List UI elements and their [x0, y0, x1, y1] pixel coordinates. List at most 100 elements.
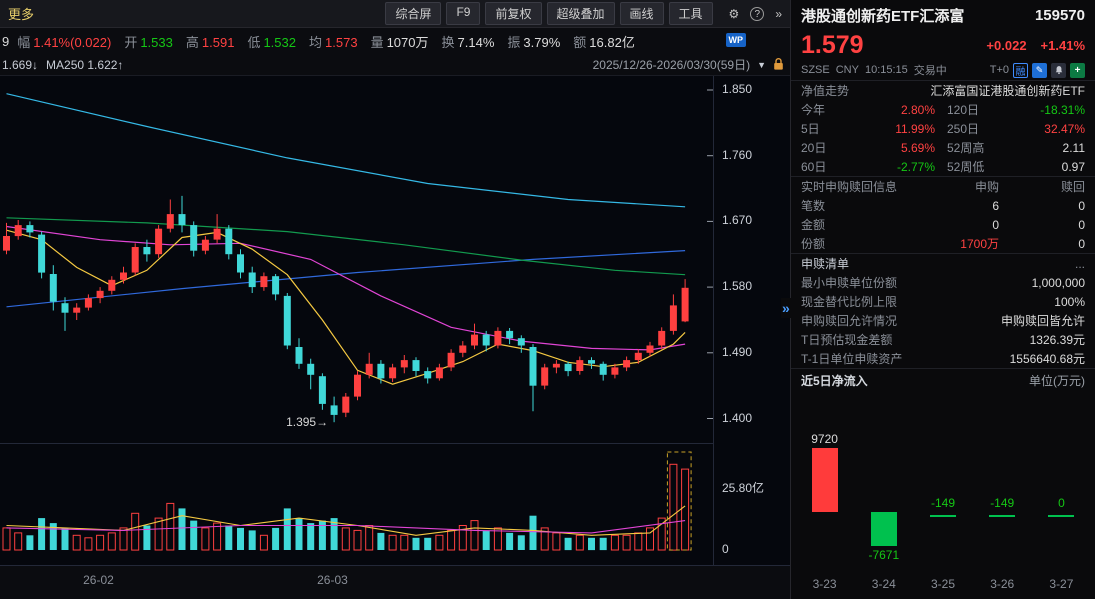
stock-code: 159570 — [1034, 6, 1085, 24]
stats-list: 幅 1.41%(0.022) 开 1.533 高 1.591 低 1.532 均 1.573 量 10… — [17, 32, 648, 51]
price-tick-label: 1.490 — [722, 344, 753, 359]
fund-name: 汇添富国证港股通创新药ETF — [930, 84, 1085, 98]
flow-chart: 9720 -7671 -149 -149 0 — [791, 391, 1095, 577]
toolbar-tab[interactable]: 综合屏 — [385, 2, 442, 25]
date-range-selector[interactable]: 2025/12/26-2026/03/30(59日) — [592, 58, 751, 72]
subs-col-redeem: 赎回 — [1060, 180, 1085, 194]
lock-icon[interactable] — [773, 58, 784, 71]
ma-legend-fragment: 1.669↓ — [2, 57, 39, 72]
flow-unit: 单位(万元) — [1029, 373, 1085, 388]
flow-column: -149 — [973, 391, 1032, 577]
more-options[interactable]: ... — [1074, 256, 1085, 271]
subscription-row: 金额 0 0 — [801, 217, 1085, 233]
flow-bar-label: -7671 — [868, 548, 900, 562]
chart-pane: 更多 综合屏 F9 前复权 超级叠加 画线 工具 ⚙ ? » 9 幅 1.41%(0.022… — [0, 0, 790, 599]
expand-icon[interactable]: » — [775, 6, 782, 21]
candlestick-chart[interactable]: 1.395→ — [0, 76, 714, 565]
list-section: 申赎清单 ... 最小申赎单位份额 1,000,000 现金替代比例上限 100% 申购… — [791, 254, 1095, 368]
stock-name: 港股通创新药ETF汇添富 — [801, 7, 965, 25]
price-change: +0.022 — [986, 37, 1027, 53]
flow-section-header: 近5日净流入 单位(万元) — [791, 369, 1095, 391]
flow-bar — [930, 515, 956, 517]
flow-column: 9720 — [795, 391, 854, 577]
more-button[interactable]: 更多 — [8, 7, 35, 22]
flow-date-label: 3-25 — [930, 577, 956, 591]
price-tick-label: 1.670 — [722, 213, 753, 228]
ma-legend-bar: 1.669↓ MA250 1.622↑ 2025/12/26-2026/03/3… — [0, 54, 790, 76]
list-row: T日预估现金差额 1326.39元 — [801, 333, 1085, 347]
currency-label: CNY — [835, 64, 859, 76]
flow-column: -7671 — [854, 391, 913, 577]
wp-badge[interactable]: WP — [725, 33, 746, 47]
flow-bar — [870, 512, 897, 546]
performance-row: 60日 -2.77% 52周低 0.97 — [801, 159, 1085, 175]
flow-bar-label: 0 — [1058, 496, 1065, 510]
help-icon[interactable]: ? — [750, 6, 765, 21]
price-tick-label: 1.760 — [722, 147, 753, 162]
flow-bar-label: -149 — [930, 496, 956, 510]
price-change-pct: +1.41% — [1040, 37, 1085, 53]
price-tick-label: 1.400 — [722, 410, 753, 425]
time-tick-label: 26-02 — [83, 573, 114, 587]
toolbar-tab[interactable]: 画线 — [619, 2, 664, 25]
toolbar-tab[interactable]: 前复权 — [485, 2, 542, 25]
chart-region: 1.395→ 1.850 1.760 1.670 1.580 1.490 1.400 25.… — [0, 76, 790, 565]
toolbar-tab[interactable]: 超级叠加 — [546, 2, 615, 25]
time-axis: 26-02 26-03 — [0, 565, 790, 599]
quote-header: 港股通创新药ETF汇添富 159570 — [791, 0, 1095, 30]
nav-title: 净值走势 — [801, 84, 850, 98]
time-tick-label: 26-03 — [317, 573, 348, 587]
gear-icon[interactable]: ⚙ — [728, 6, 740, 21]
performance-row: 5日 11.99% 250日 32.47% — [801, 121, 1085, 137]
quote-time: 10:15:15 — [864, 64, 908, 76]
flow-date-label: 3-26 — [990, 577, 1015, 591]
price-row: 1.579 +0.022 +1.41% — [791, 30, 1095, 60]
stats-bar: 9 幅 1.41%(0.022) 开 1.533 高 1.591 低 1.532 均 1.573 量… — [0, 28, 790, 54]
add-icon[interactable]: + — [1070, 62, 1085, 78]
price-tick-label: 1.850 — [722, 82, 753, 97]
edit-icon[interactable]: ✎ — [1032, 62, 1047, 78]
stat-item: 均 1.573 — [309, 34, 358, 50]
quote-info-row: SZSE CNY 10:15:15 交易中 T+0 融 ✎ + — [791, 60, 1095, 80]
flow-date-label: 3-24 — [871, 577, 896, 591]
ma250-legend: MA250 1.622↑ — [46, 57, 124, 72]
chevron-down-icon[interactable]: ▼ — [757, 59, 766, 70]
performance-row: 20日 5.69% 52周高 2.11 — [801, 140, 1085, 156]
toolbar-tab[interactable]: F9 — [446, 2, 481, 25]
exchange-label: SZSE — [801, 64, 830, 76]
flow-title: 近5日净流入 — [801, 373, 868, 388]
flow-bar-label: -149 — [990, 496, 1015, 510]
subscription-section: 实时申购赎回信息 申购 赎回 笔数 6 0 金额 0 0 份额 1700万 0 — [791, 177, 1095, 253]
nav-section: 净值走势 汇添富国证港股通创新药ETF 今年 2.80% 120日 -18.31% 5日… — [791, 81, 1095, 176]
stat-item: 低 1.532 — [247, 34, 296, 50]
top-toolbar: 更多 综合屏 F9 前复权 超级叠加 画线 工具 ⚙ ? » — [0, 0, 790, 28]
price-axis: 1.850 1.760 1.670 1.580 1.490 1.400 25.80亿 0 — [714, 76, 790, 565]
subs-col-purchase: 申购 — [974, 180, 999, 194]
flow-column: -149 — [913, 391, 972, 577]
collapse-panel-handle[interactable]: » — [781, 298, 791, 318]
stat-item: 额 16.82亿 — [573, 34, 635, 50]
subscription-row: 份额 1700万 0 — [801, 236, 1085, 252]
performance-row: 今年 2.80% 120日 -18.31% — [801, 102, 1085, 118]
toolbar-tab[interactable]: 工具 — [668, 2, 713, 25]
stat-item: 开 1.533 — [124, 34, 173, 50]
svg-text:1.395→: 1.395→ — [286, 415, 328, 429]
flow-bar — [1048, 515, 1075, 517]
list-row: 申购赎回允许情况 申购赎回皆允许 — [801, 314, 1085, 328]
margin-badge[interactable]: 融 — [1013, 62, 1028, 78]
stat-item: 高 1.591 — [185, 34, 235, 50]
alert-icon[interactable] — [1051, 62, 1066, 78]
stat-item: 幅 1.41%(0.022) — [17, 34, 112, 50]
price-tick-label: 1.580 — [722, 279, 753, 294]
subs-title: 实时申购赎回信息 — [801, 180, 898, 194]
volume-tick-label: 0 — [722, 542, 729, 556]
stat-item: 量 1070万 — [370, 34, 429, 50]
subscription-row: 笔数 6 0 — [801, 198, 1085, 214]
stats-fragment: 9 — [2, 33, 10, 49]
flow-dates: 3-23 3-24 3-25 3-26 3-27 — [791, 577, 1095, 599]
last-price: 1.579 — [801, 30, 864, 59]
flow-date-label: 3-27 — [1049, 577, 1074, 591]
flow-date-label: 3-23 — [812, 577, 837, 591]
list-row: 最小申赎单位份额 1,000,000 — [801, 275, 1085, 291]
t0-badge: T+0 — [989, 64, 1009, 76]
